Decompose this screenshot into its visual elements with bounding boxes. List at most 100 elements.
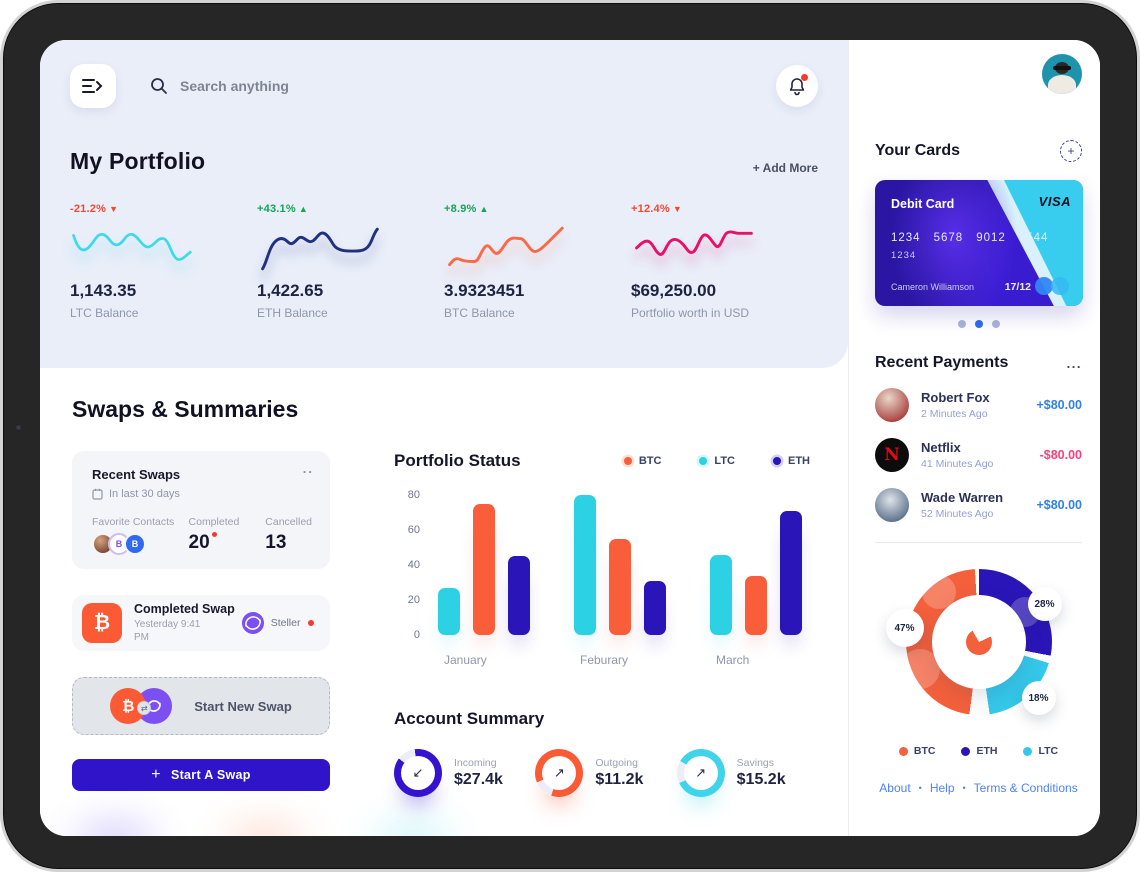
allocation-donut-chart: 47% 28% 18% bbox=[885, 557, 1064, 727]
menu-expand-icon bbox=[82, 79, 103, 93]
x-axis-label: January bbox=[444, 653, 487, 667]
payments-menu-button[interactable]: ... bbox=[1066, 355, 1082, 371]
asset-value: 1,422.65 bbox=[257, 281, 324, 300]
slice-badge-ltc: 18% bbox=[1021, 681, 1056, 715]
main-column: My Portfolio + Add More -21.2%▼ 1,143.35… bbox=[40, 40, 848, 836]
asset-label: BTC Balance bbox=[444, 306, 515, 320]
payee-name: Robert Fox bbox=[921, 390, 990, 405]
start-a-swap-button[interactable]: + Start A Swap bbox=[72, 759, 330, 791]
card-number-line2: 1234 bbox=[891, 250, 917, 261]
stat-label: Savings bbox=[736, 757, 775, 769]
top-bar bbox=[70, 64, 818, 108]
sparkline-usd bbox=[635, 230, 753, 256]
glow-decoration bbox=[60, 816, 170, 836]
carousel-dot[interactable] bbox=[957, 320, 966, 328]
stat-value: 20 bbox=[189, 532, 217, 554]
help-link[interactable]: Help bbox=[929, 781, 955, 795]
user-avatar[interactable] bbox=[1042, 54, 1082, 94]
y-tick-label: 0 bbox=[413, 629, 420, 641]
payment-row[interactable]: N Netflix 41 Minutes Ago -$80.00 bbox=[875, 438, 1082, 472]
stat-value: $15.2k bbox=[736, 771, 786, 788]
asset-value: 3.9323451 bbox=[444, 281, 525, 300]
card-circles-icon bbox=[1035, 277, 1069, 295]
legend-item-btc: BTC bbox=[623, 455, 661, 467]
asset-label: ETH Balance bbox=[257, 306, 328, 320]
slice-badge-btc: 47% bbox=[885, 609, 924, 647]
legend-dot bbox=[623, 457, 632, 465]
bar-chart-legend: BTC LTC ETH bbox=[623, 455, 818, 467]
trend-arrow-icon: ▲ bbox=[298, 204, 308, 214]
netflix-icon: N bbox=[875, 438, 909, 472]
bar-ltc bbox=[438, 587, 460, 635]
pie-glyph-icon bbox=[965, 629, 992, 655]
start-new-swap-button[interactable]: ₿ ⇄ Start New Swap bbox=[72, 677, 330, 735]
add-card-button[interactable]: + bbox=[1060, 140, 1082, 162]
avatar bbox=[875, 388, 909, 422]
chart-title: Portfolio Status bbox=[394, 451, 521, 470]
savings-stat: ↗ Savings $15.2k bbox=[676, 749, 818, 797]
terms-link[interactable]: Terms & Conditions bbox=[973, 781, 1078, 795]
recent-payments-title: Recent Payments bbox=[875, 354, 1009, 371]
charts-column: Portfolio Status BTC LTC ETH 80 60 40 20 0 Jan… bbox=[60, 451, 818, 836]
legend-item-eth: ETH bbox=[961, 745, 997, 757]
swap-title: Completed Swap bbox=[134, 602, 235, 616]
trend-arrow-icon: ▲ bbox=[479, 204, 489, 214]
network-label: Steller bbox=[270, 617, 301, 629]
payment-row[interactable]: Robert Fox 2 Minutes Ago +$80.00 bbox=[875, 388, 1082, 422]
donut-center bbox=[931, 595, 1026, 689]
asset-card-ltc: -21.2% ▼ 1,143.35 LTC Balance bbox=[70, 203, 257, 320]
legend-dot bbox=[1023, 746, 1033, 756]
payee-name: Wade Warren bbox=[921, 490, 1004, 505]
portfolio-hero-section: My Portfolio + Add More -21.2%▼ 1,143.35… bbox=[40, 40, 848, 368]
debit-card[interactable]: Debit Card VISA 1234 5678 9012 3544 1234 Ca… bbox=[875, 180, 1083, 306]
portfolio-status-header: Portfolio Status BTC LTC ETH bbox=[394, 451, 818, 471]
legend-item-eth: ETH bbox=[773, 455, 810, 467]
outgoing-ring-chart: ↗ bbox=[535, 749, 584, 797]
card-holder: Cameron Williamson bbox=[891, 282, 975, 292]
carousel-dot[interactable] bbox=[991, 320, 1000, 328]
asset-card-btc: +8.9% ▲ 3.9323451 BTC Balance bbox=[444, 203, 631, 320]
bar-eth bbox=[508, 556, 530, 635]
completed-swap-card[interactable]: ₿ Completed Swap Yesterday 9:41 PM bbox=[72, 595, 330, 651]
card-number: 1234 5678 9012 3544 bbox=[891, 232, 1049, 244]
legend-dot bbox=[773, 457, 781, 465]
sidebar-toggle-button[interactable] bbox=[70, 64, 116, 108]
cta-label: Start A Swap bbox=[170, 768, 251, 782]
stat-label: Completed bbox=[188, 516, 240, 528]
asset-card-usd: +12.4% ▼ $69,250.00 Portfolio worth in US… bbox=[631, 203, 818, 320]
incoming-ring-chart: ↙ bbox=[394, 749, 442, 797]
card-expiry: 17/12 bbox=[1004, 281, 1031, 293]
about-link[interactable]: About bbox=[879, 781, 911, 795]
glow-decoration bbox=[210, 816, 320, 836]
notifications-button[interactable] bbox=[776, 65, 818, 107]
search-input[interactable] bbox=[180, 78, 420, 94]
your-cards-title: Your Cards bbox=[875, 142, 961, 159]
payee-name: Netflix bbox=[921, 440, 961, 455]
stat-value: 13 bbox=[265, 532, 287, 553]
swap-pair-icons: ₿ ⇄ bbox=[110, 688, 173, 724]
payment-time: 2 Minutes Ago bbox=[921, 408, 988, 420]
bar-eth bbox=[780, 510, 802, 635]
stat-value: $11.2k bbox=[595, 771, 644, 788]
bitcoin-icon: ₿ bbox=[82, 603, 122, 643]
status-dot bbox=[308, 620, 314, 626]
add-more-button[interactable]: + Add More bbox=[752, 161, 818, 175]
y-tick-label: 60 bbox=[407, 524, 420, 536]
card-menu-button[interactable]: .. bbox=[302, 461, 314, 476]
portfolio-status-bar-chart: 80 60 40 20 0 January Feburary March bbox=[394, 489, 818, 681]
glow-decoration bbox=[358, 816, 468, 836]
bar-group: March bbox=[710, 495, 802, 667]
payment-row[interactable]: Wade Warren 52 Minutes Ago +$80.00 bbox=[875, 488, 1082, 522]
outgoing-stat: ↗ Outgoing $11.2k bbox=[535, 749, 676, 797]
divider bbox=[875, 542, 1082, 543]
legend-item-ltc: LTC bbox=[699, 455, 735, 467]
your-cards-header: Your Cards + bbox=[875, 140, 1082, 162]
favorite-contacts: Favorite Contacts B B bbox=[92, 516, 174, 555]
right-sidebar: Your Cards + Debit Card VISA 1234 5678 901… bbox=[848, 40, 1100, 836]
asset-label: LTC Balance bbox=[70, 306, 139, 320]
network-chip: Steller bbox=[241, 611, 301, 635]
portfolio-header: My Portfolio + Add More bbox=[70, 148, 818, 175]
carousel-dot-active[interactable] bbox=[974, 320, 983, 328]
app-screen: My Portfolio + Add More -21.2%▼ 1,143.35… bbox=[40, 40, 1100, 836]
bar-groups: January Feburary March bbox=[438, 495, 818, 667]
